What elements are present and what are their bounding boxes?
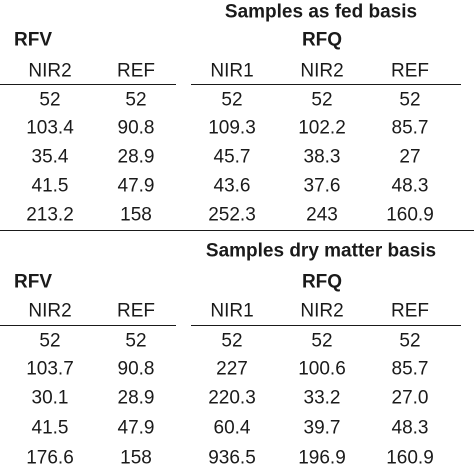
rule-rfv-header — [0, 84, 176, 85]
table-cell: 52 — [221, 89, 243, 111]
table-cell: 213.2 — [26, 204, 74, 226]
table-cell: 103.4 — [26, 117, 74, 139]
column-header: REF — [117, 300, 155, 322]
table-cell: 27.0 — [391, 387, 429, 409]
table-cell: 47.9 — [117, 417, 155, 439]
table-cell: 252.3 — [208, 204, 256, 226]
rule-rfv-header — [0, 325, 176, 326]
group-label-rfq: RFQ — [301, 271, 343, 293]
table-cell: 27 — [399, 146, 421, 168]
table-cell: 35.4 — [31, 146, 69, 168]
table-cell: 60.4 — [213, 417, 251, 439]
column-header: NIR2 — [300, 60, 344, 82]
table-cell: 196.9 — [298, 447, 346, 469]
table-cell: 30.1 — [31, 387, 69, 409]
table-cell: 103.7 — [26, 358, 74, 380]
table-cell: 52 — [399, 330, 421, 352]
table-cell: 220.3 — [208, 387, 256, 409]
table-cell: 52 — [39, 330, 61, 352]
column-header: NIR2 — [28, 60, 72, 82]
table-cell: 33.2 — [303, 387, 341, 409]
section-title-as-fed: Samples as fed basis — [224, 1, 418, 23]
table-cell: 100.6 — [298, 358, 346, 380]
table-cell: 52 — [311, 330, 333, 352]
table-cell: 41.5 — [31, 417, 69, 439]
table-cell: 52 — [125, 89, 147, 111]
table-cell: 52 — [399, 89, 421, 111]
table-cell: 176.6 — [26, 447, 74, 469]
table-cell: 52 — [221, 330, 243, 352]
table-cell: 243 — [306, 204, 338, 226]
rule-rfq-header — [191, 84, 461, 85]
rule-rfq-header — [191, 325, 461, 326]
table-cell: 160.9 — [386, 447, 434, 469]
column-header: NIR1 — [210, 60, 254, 82]
table-cell: 227 — [216, 358, 248, 380]
column-header: NIR2 — [300, 300, 344, 322]
table-cell: 52 — [125, 330, 147, 352]
table-cell: 48.3 — [391, 417, 429, 439]
table-cell: 102.2 — [298, 117, 346, 139]
table-cell: 85.7 — [391, 358, 429, 380]
column-header: NIR2 — [28, 300, 72, 322]
table-cell: 936.5 — [208, 447, 256, 469]
table-cell: 47.9 — [117, 175, 155, 197]
table-cell: 45.7 — [213, 146, 251, 168]
table-cell: 52 — [39, 89, 61, 111]
table-cell: 109.3 — [208, 117, 256, 139]
table-cell: 39.7 — [303, 417, 341, 439]
column-header: NIR1 — [210, 300, 254, 322]
table-cell: 38.3 — [303, 146, 341, 168]
table-cell: 41.5 — [31, 175, 69, 197]
table-cell: 28.9 — [117, 387, 155, 409]
table-cell: 85.7 — [391, 117, 429, 139]
column-header: REF — [117, 60, 155, 82]
table-cell: 48.3 — [391, 175, 429, 197]
table-cell: 158 — [120, 204, 152, 226]
table-cell: 90.8 — [117, 117, 155, 139]
table-cell: 158 — [120, 447, 152, 469]
table-cell: 28.9 — [117, 146, 155, 168]
section-title-dry-matter: Samples dry matter basis — [205, 240, 437, 262]
group-label-rfv: RFV — [14, 29, 52, 51]
table-cell: 160.9 — [386, 204, 434, 226]
table-cell: 37.6 — [303, 175, 341, 197]
group-label-rfq: RFQ — [301, 29, 343, 51]
table-cell: 43.6 — [213, 175, 251, 197]
column-header: REF — [391, 60, 429, 82]
rule-section-divider — [0, 230, 474, 231]
table-cell: 90.8 — [117, 358, 155, 380]
group-label-rfv: RFV — [14, 271, 52, 293]
column-header: REF — [391, 300, 429, 322]
table-cell: 52 — [311, 89, 333, 111]
